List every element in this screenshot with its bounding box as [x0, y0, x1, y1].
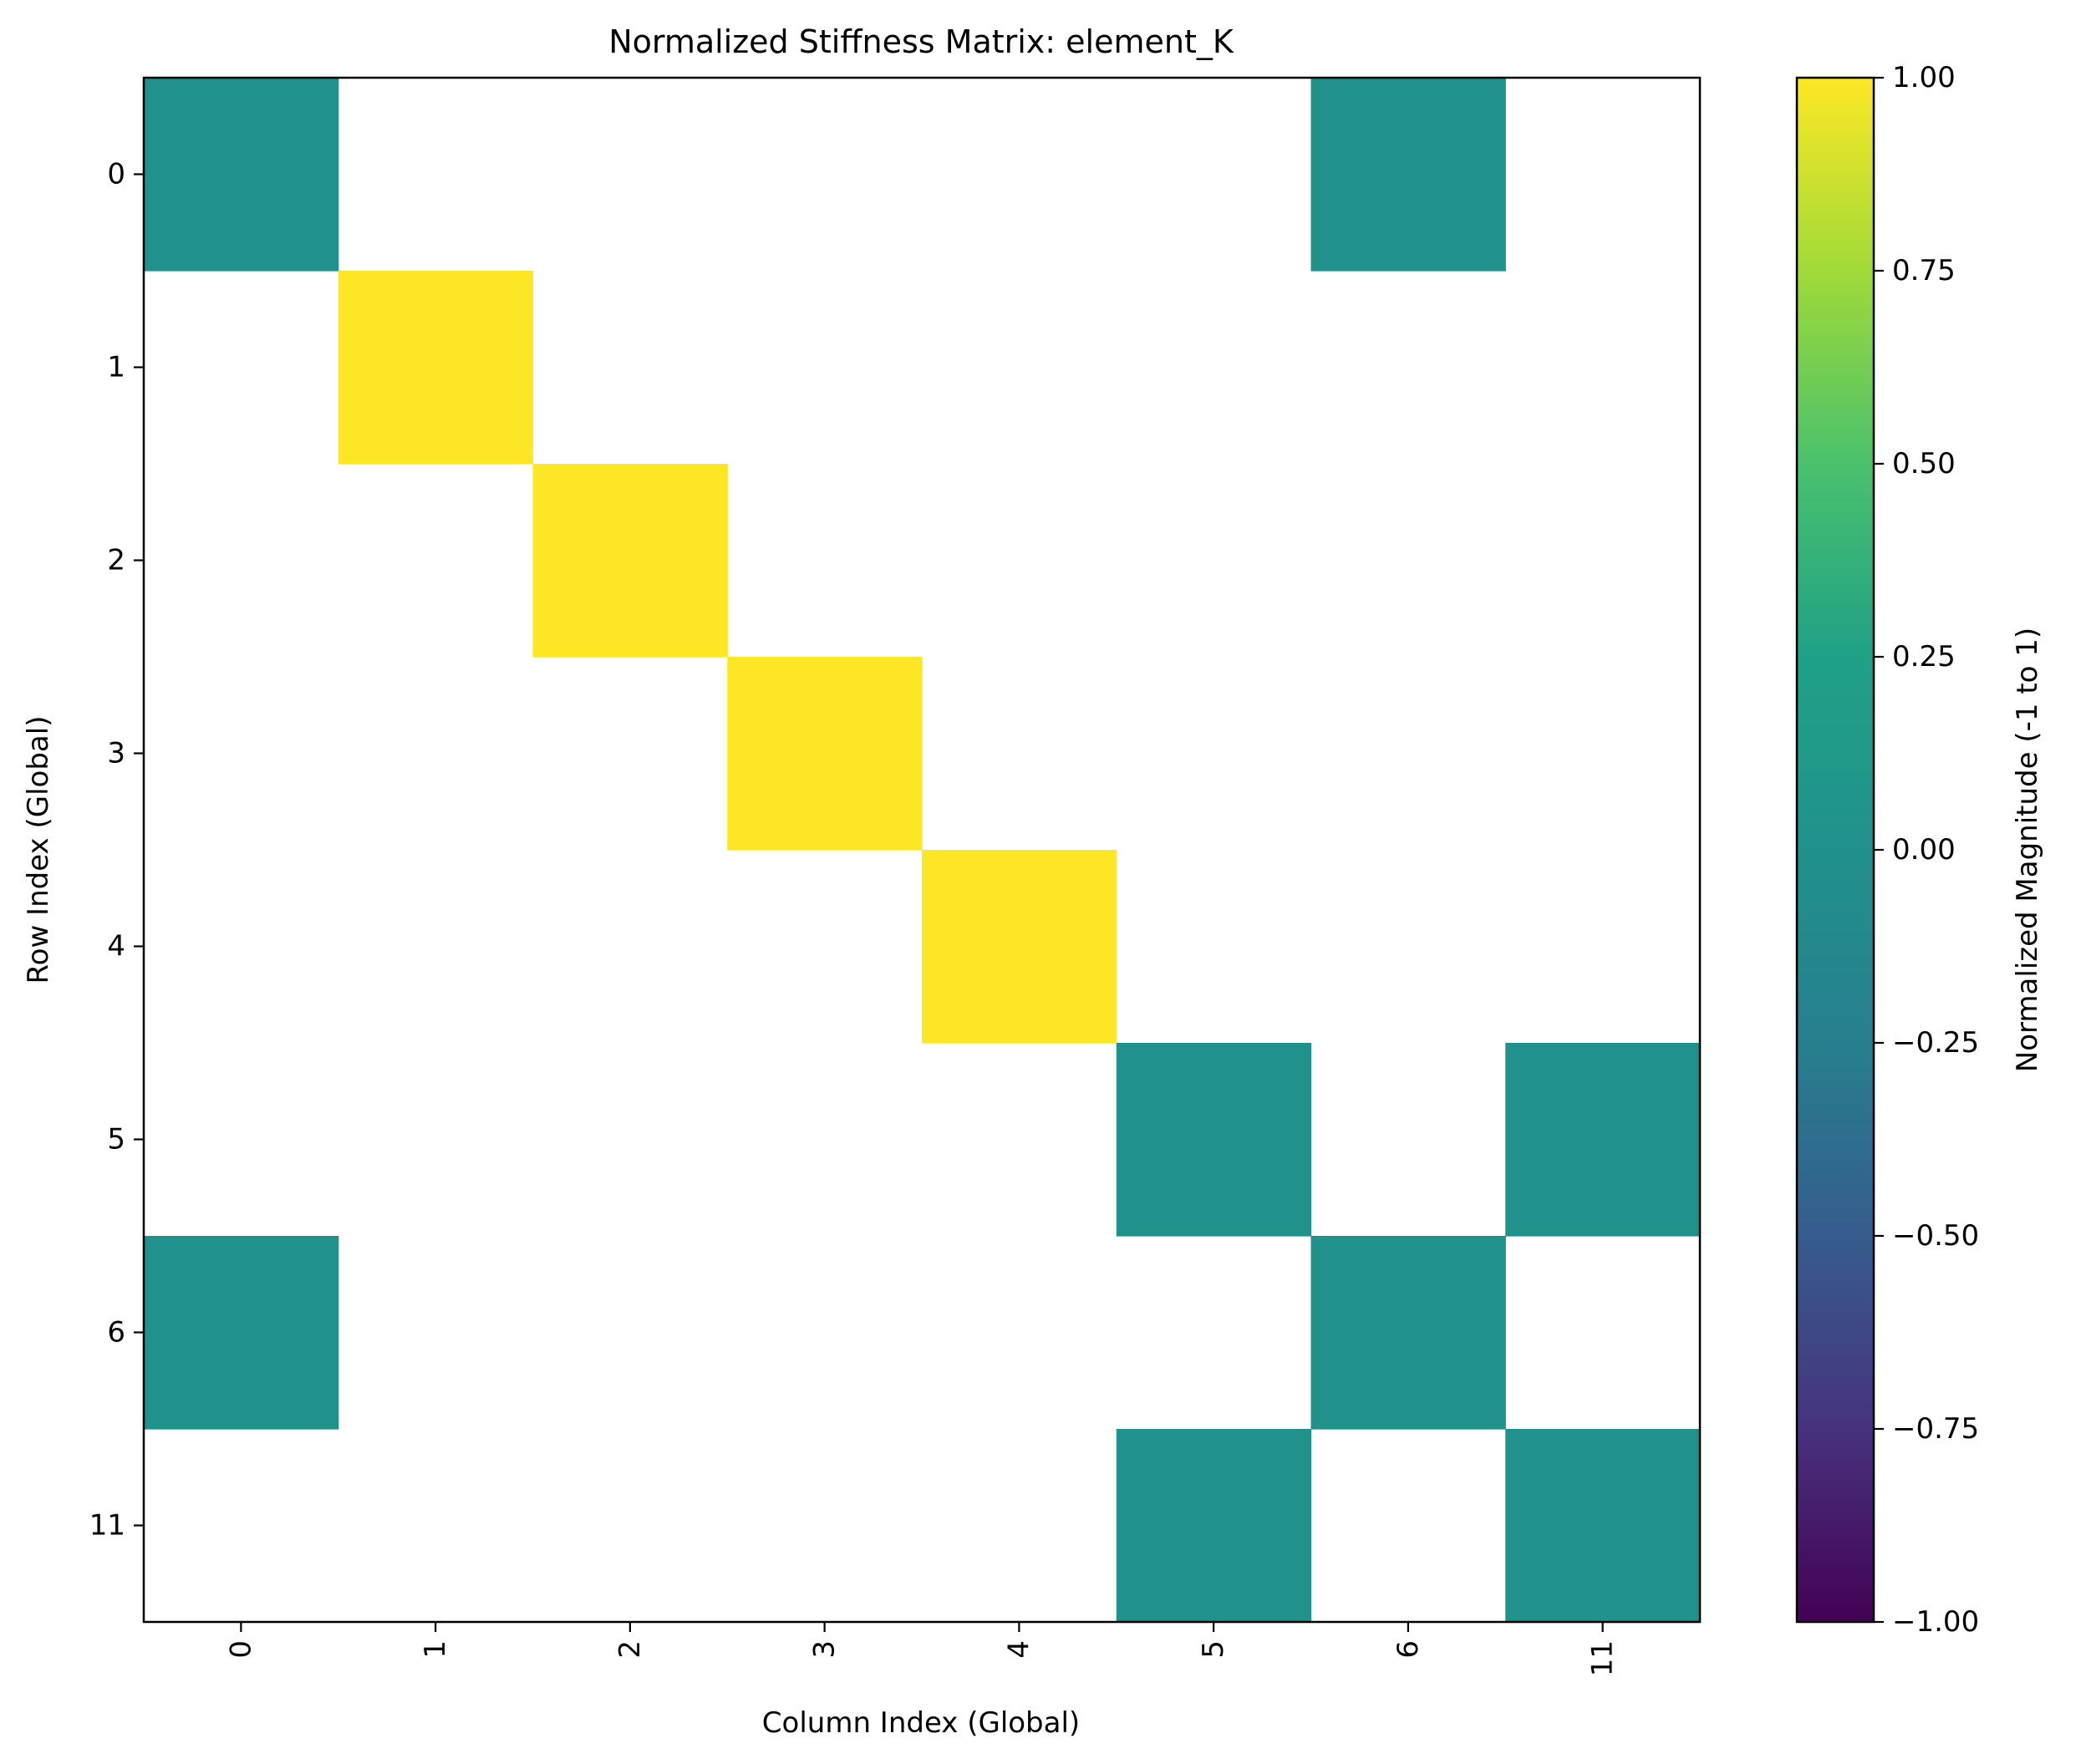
x-tick-label: 1 [419, 1640, 452, 1659]
x-tick-label: 3 [808, 1640, 842, 1659]
colorbar-tick-label: −0.50 [1892, 1219, 1979, 1253]
colorbar-tick-label: 1.00 [1892, 61, 1956, 94]
x-tick-label: 6 [1392, 1640, 1425, 1659]
y-tick-label: 5 [107, 1123, 125, 1157]
y-axis-ticks: 0 1 2 3 4 5 6 11 [89, 158, 144, 1543]
colorbar-ticks: 1.00 0.75 0.50 0.25 0.00 −0.25 −0.50 −0.75 −1.00 [1874, 61, 1979, 1639]
heatmap-cells [144, 78, 1701, 1623]
x-tick-label: 0 [224, 1640, 257, 1659]
heat-cell [532, 464, 728, 658]
y-tick-label: 0 [107, 158, 125, 191]
heat-cell [1116, 1043, 1312, 1237]
heat-cell [727, 657, 923, 851]
x-axis-ticks: 0 1 2 3 4 5 6 11 [224, 1622, 1620, 1676]
x-tick-label: 4 [1002, 1640, 1035, 1659]
x-tick-label: 11 [1586, 1640, 1620, 1676]
y-tick-label: 2 [107, 544, 125, 577]
y-tick-label: 6 [107, 1316, 125, 1350]
x-tick-label: 5 [1197, 1640, 1230, 1659]
heat-cell [922, 850, 1117, 1044]
colorbar-tick-label: 0.00 [1892, 833, 1956, 867]
colorbar-tick-label: −1.00 [1892, 1605, 1979, 1639]
colorbar [1795, 76, 1875, 1624]
heat-cell [1505, 1043, 1701, 1237]
x-tick-label: 2 [613, 1640, 647, 1659]
colorbar-label: Normalized Magnitude (-1 to 1) [2011, 628, 2044, 1072]
heat-cell [144, 1236, 339, 1430]
y-tick-label: 4 [107, 930, 125, 963]
colorbar-tick-label: 0.75 [1892, 254, 1956, 287]
colorbar-tick-label: −0.25 [1892, 1026, 1979, 1060]
chart-title: Normalized Stiffness Matrix: element_K [608, 23, 1234, 60]
x-axis-label: Column Index (Global) [762, 1706, 1080, 1740]
colorbar-tick-label: 0.50 [1892, 447, 1956, 480]
y-tick-label: 1 [107, 351, 125, 384]
heat-cell [1310, 78, 1506, 272]
plot-frame [142, 76, 1702, 1624]
heat-cell [1505, 1429, 1701, 1623]
heat-cell [1116, 1429, 1312, 1623]
y-tick-label: 3 [107, 737, 125, 770]
heat-cell [338, 271, 534, 465]
y-axis-label: Row Index (Global) [22, 716, 55, 984]
colorbar-tick-label: 0.25 [1892, 640, 1956, 674]
heat-cell [144, 78, 339, 272]
heat-cell [1310, 1236, 1506, 1430]
colorbar-tick-label: −0.75 [1892, 1412, 1979, 1446]
y-tick-label: 11 [89, 1509, 125, 1543]
